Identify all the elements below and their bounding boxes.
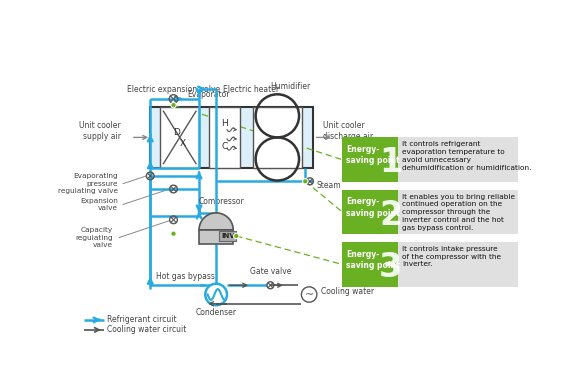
Text: Energy-
saving point: Energy- saving point — [346, 250, 400, 270]
Circle shape — [205, 284, 227, 305]
Text: Hot gas bypass: Hot gas bypass — [157, 272, 215, 281]
Text: Evaporator: Evaporator — [187, 90, 230, 99]
Text: Cooling water circuit: Cooling water circuit — [107, 326, 186, 334]
FancyBboxPatch shape — [199, 230, 233, 244]
FancyBboxPatch shape — [342, 242, 398, 287]
FancyBboxPatch shape — [209, 107, 240, 168]
Text: C: C — [222, 142, 228, 151]
Text: Evaporating
pressure
regulating valve: Evaporating pressure regulating valve — [58, 173, 118, 194]
Text: Electric heater: Electric heater — [223, 85, 279, 94]
Text: X: X — [180, 139, 186, 148]
Text: Capacity
regulating
valve: Capacity regulating valve — [76, 227, 113, 248]
Text: 3: 3 — [379, 251, 402, 284]
Text: Energy-
saving point: Energy- saving point — [346, 145, 400, 165]
Text: Humidifier: Humidifier — [271, 82, 311, 91]
FancyBboxPatch shape — [219, 231, 236, 241]
Text: 2: 2 — [379, 199, 402, 232]
Text: Unit cooler
supply air: Unit cooler supply air — [79, 121, 121, 141]
Circle shape — [233, 233, 239, 239]
Text: Steam: Steam — [317, 182, 342, 191]
Circle shape — [171, 231, 176, 236]
Text: 1: 1 — [379, 146, 402, 179]
Circle shape — [303, 178, 308, 184]
Text: Electric expansion valve: Electric expansion valve — [127, 85, 220, 94]
Text: Unit cooler
discharge air: Unit cooler discharge air — [323, 121, 373, 141]
FancyBboxPatch shape — [342, 190, 517, 234]
Polygon shape — [199, 213, 233, 230]
Text: H: H — [221, 119, 228, 128]
Text: INV: INV — [221, 233, 235, 239]
Text: Compressor: Compressor — [199, 197, 245, 206]
FancyBboxPatch shape — [342, 137, 398, 182]
Text: Expansion
valve: Expansion valve — [80, 197, 118, 211]
Text: Gate valve: Gate valve — [250, 267, 291, 276]
Text: Refrigerant circuit: Refrigerant circuit — [107, 315, 176, 324]
Text: Energy-
saving point: Energy- saving point — [346, 197, 400, 218]
Text: Cooling water: Cooling water — [321, 287, 374, 296]
Circle shape — [171, 102, 176, 108]
FancyBboxPatch shape — [253, 107, 302, 168]
Text: It enables you to bring reliable
continued operation on the
compressor through t: It enables you to bring reliable continu… — [402, 194, 515, 230]
FancyBboxPatch shape — [160, 107, 199, 168]
FancyBboxPatch shape — [342, 137, 517, 182]
FancyBboxPatch shape — [342, 242, 517, 287]
Text: ~: ~ — [304, 289, 314, 300]
Text: It controls intake pressure
of the compressor with the
inverter.: It controls intake pressure of the compr… — [402, 246, 501, 267]
FancyBboxPatch shape — [342, 190, 398, 234]
FancyBboxPatch shape — [150, 107, 313, 168]
Text: It controls refrigerant
evaporation temperature to
avoid unnecessary
dehumidific: It controls refrigerant evaporation temp… — [402, 141, 531, 170]
Text: D: D — [173, 128, 180, 137]
Text: Condenser: Condenser — [196, 308, 237, 317]
Circle shape — [301, 287, 317, 302]
